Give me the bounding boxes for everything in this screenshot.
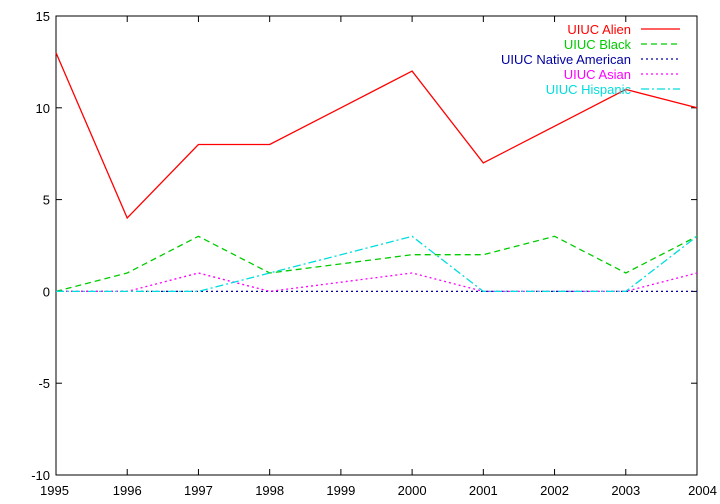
y-tick-label: 15	[36, 9, 50, 24]
plot-frame	[55, 15, 698, 476]
legend-label: UIUC Hispanic	[546, 82, 632, 97]
legend-label: UIUC Asian	[564, 67, 631, 82]
x-tick-label: 1997	[184, 483, 213, 498]
legend-label: UIUC Native American	[501, 52, 631, 67]
legend-label: UIUC Alien	[567, 22, 631, 37]
x-tick-label: 1999	[326, 483, 355, 498]
y-tick-label: 10	[36, 101, 50, 116]
legend-label: UIUC Black	[564, 37, 632, 52]
series-line	[55, 235, 698, 293]
x-tick-label: 2001	[469, 483, 498, 498]
series-line	[56, 235, 698, 293]
x-tick-label: 1995	[40, 483, 69, 498]
y-tick-label: -5	[38, 376, 50, 391]
y-tick-label: -10	[31, 468, 50, 483]
x-tick-label: 1998	[255, 483, 284, 498]
x-tick-label: 1996	[113, 483, 142, 498]
series-line	[55, 52, 698, 220]
x-tick-label: 2003	[611, 483, 640, 498]
y-tick-label: 5	[43, 193, 50, 208]
x-tick-label: 2000	[398, 483, 427, 498]
x-tick-label: 2002	[540, 483, 569, 498]
series-line	[56, 272, 698, 293]
y-tick-label: 0	[43, 284, 50, 299]
axis-tick-labels: 1995 1996 1997 1998 1999 2000 2001 2002 2003 2004…	[31, 9, 717, 498]
series-lines	[55, 52, 698, 293]
x-tick-label: 2004	[688, 483, 717, 498]
axis-ticks	[55, 15, 698, 476]
